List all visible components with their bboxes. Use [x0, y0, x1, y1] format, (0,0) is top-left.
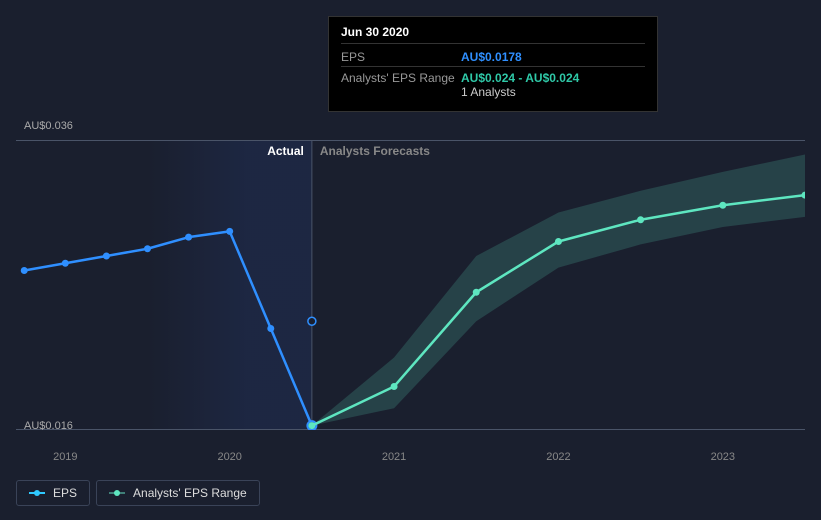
x-axis-tick: 2020 — [217, 451, 241, 463]
y-axis-label-top: AU$0.036 — [24, 120, 73, 132]
plot-area[interactable]: Actual Analysts Forecasts — [16, 140, 805, 430]
y-axis-label-bottom: AU$0.016 — [24, 420, 73, 432]
x-axis-tick: 2023 — [711, 451, 735, 463]
tooltip-row-label: Analysts' EPS Range — [341, 67, 461, 102]
tooltip-row-value: AU$0.0178 — [461, 48, 645, 67]
legend-swatch — [29, 492, 45, 494]
legend-item[interactable]: Analysts' EPS Range — [96, 480, 260, 506]
legend-label: Analysts' EPS Range — [133, 486, 247, 500]
x-axis-tick: 2021 — [382, 451, 406, 463]
tooltip-date: Jun 30 2020 — [341, 25, 645, 44]
region-label-actual: Actual — [267, 144, 304, 158]
tooltip-table: EPSAU$0.0178Analysts' EPS RangeAU$0.024 … — [341, 48, 645, 101]
region-label-forecast: Analysts Forecasts — [320, 144, 430, 158]
tooltip-row-label: EPS — [341, 48, 461, 67]
legend-item[interactable]: EPS — [16, 480, 90, 506]
chart-tooltip: Jun 30 2020 EPSAU$0.0178Analysts' EPS Ra… — [328, 16, 658, 112]
eps-chart: AU$0.036 Actual Analysts Forecasts AU$0.… — [16, 123, 805, 463]
tooltip-row-value: AU$0.024 - AU$0.0241 Analysts — [461, 67, 645, 102]
legend-label: EPS — [53, 486, 77, 500]
x-axis-tick: 2019 — [53, 451, 77, 463]
legend: EPS Analysts' EPS Range — [16, 480, 260, 506]
x-axis-tick: 2022 — [546, 451, 570, 463]
tooltip-row-sub: 1 Analysts — [461, 85, 645, 99]
chart-svg — [16, 140, 805, 430]
legend-swatch — [109, 492, 125, 494]
